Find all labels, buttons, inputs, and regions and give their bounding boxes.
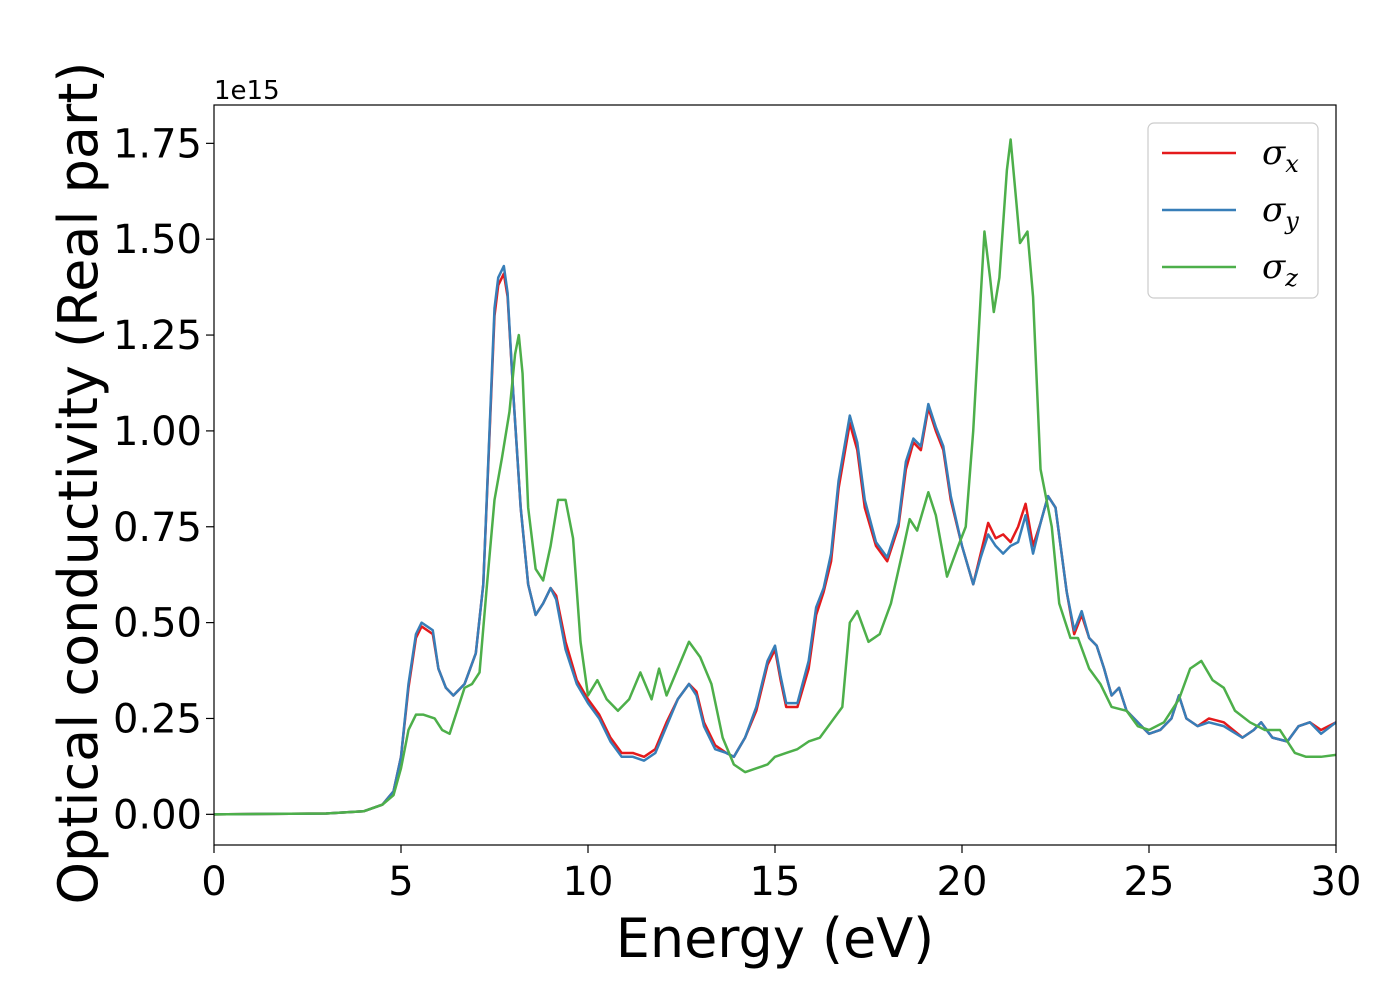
y-tick-label: 1.50 (113, 217, 202, 263)
x-tick-label: 25 (1124, 859, 1175, 905)
y-tick-label: 1.00 (113, 409, 202, 455)
y-tick-label: 1.25 (113, 313, 202, 359)
series-line-y (214, 264, 1336, 816)
series-line-x (214, 272, 1336, 816)
y-tick-label: 0.50 (113, 601, 202, 647)
x-axis-label: Energy (eV) (616, 907, 935, 970)
legend-label-z: σz (1262, 247, 1298, 292)
y-tick-label: 0.75 (113, 505, 202, 551)
y-axis-label: Optical conductivity (Real part) (47, 62, 110, 905)
series-line-z (214, 138, 1336, 816)
legend-label-x: σx (1262, 133, 1299, 178)
x-tick-label: 30 (1311, 859, 1362, 905)
series-layer (214, 138, 1336, 816)
x-tick-label: 10 (563, 859, 614, 905)
legend-label-y: σy (1262, 190, 1299, 235)
x-axis-ticks: 0 5 10 15 20 25 30 (201, 845, 1361, 905)
y-tick-label: 0.00 (113, 792, 202, 838)
x-tick-label: 5 (388, 859, 413, 905)
x-tick-label: 20 (937, 859, 988, 905)
y-axis-ticks: 0.00 0.25 0.50 0.75 1.00 1.25 1.50 1.75 (113, 121, 214, 838)
legend: σx σy σz (1147, 122, 1319, 299)
y-offset-label: 1e15 (214, 76, 280, 106)
x-tick-label: 15 (750, 859, 801, 905)
x-tick-label: 0 (201, 859, 226, 905)
y-tick-label: 1.75 (113, 121, 202, 167)
y-tick-label: 0.25 (113, 696, 202, 742)
